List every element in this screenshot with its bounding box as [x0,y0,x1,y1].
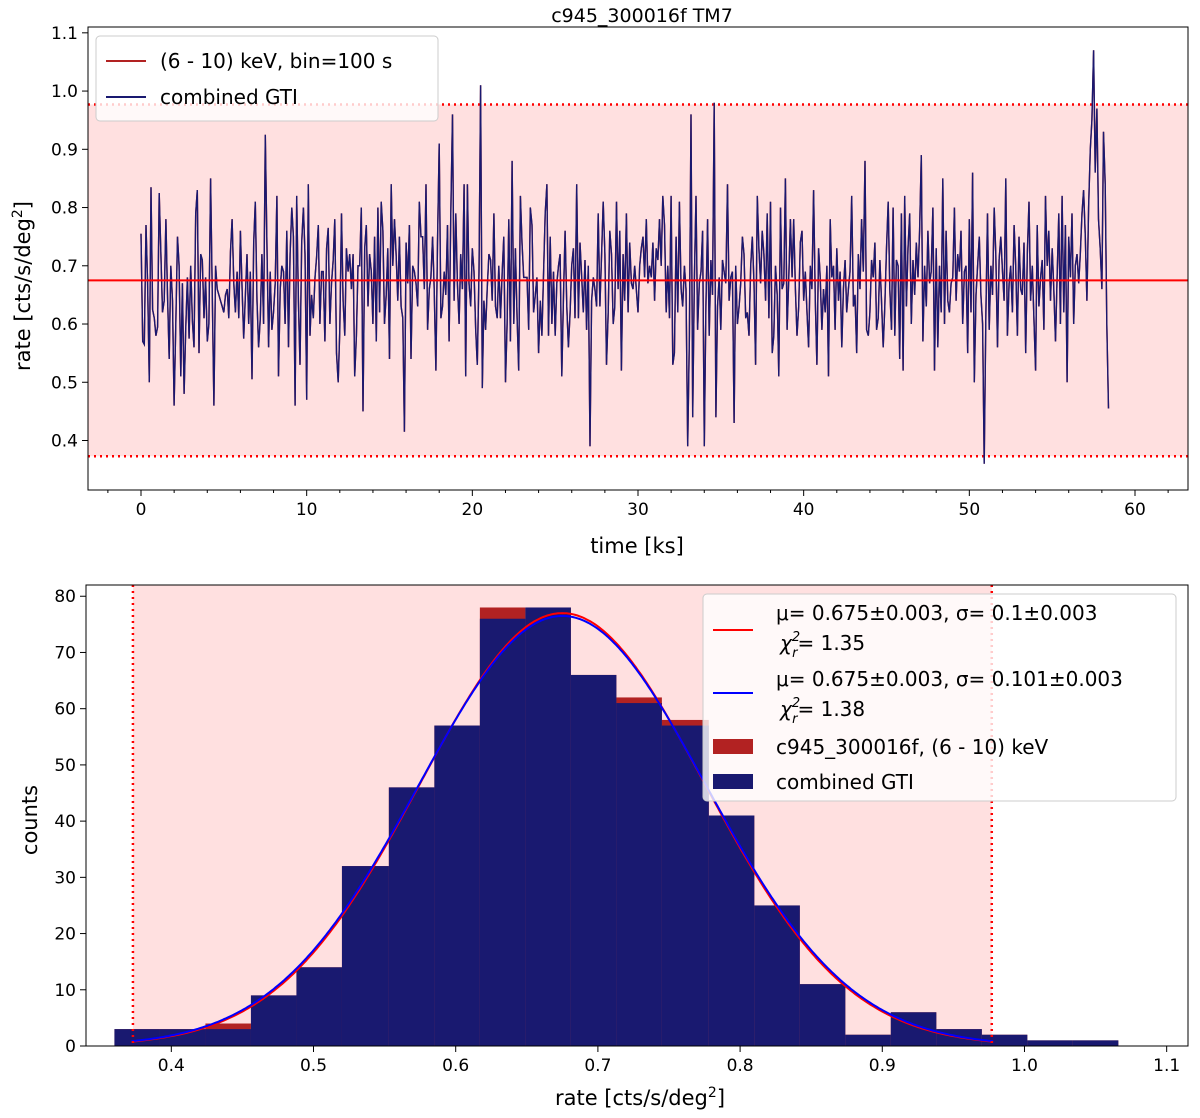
y-tick-label: 0.8 [51,199,78,219]
histogram-bar-combined-gti [434,725,480,1046]
histogram-bar-combined-gti [205,1029,251,1046]
histogram-bar-combined-gti [845,1034,891,1046]
histogram-legend: μ= 0.675±0.003, σ= 0.1±0.003 χ2 r= 1.35 μ… [702,593,1177,802]
histogram-frame [85,584,1189,1047]
histogram-bar-combined-gti [570,674,617,1046]
histogram-bar-combined-gti [1027,1040,1073,1046]
x-tick-label: 0.7 [584,1056,611,1076]
histogram-bar-combined-gti [661,725,709,1046]
legend-fit-blue-line1: μ= 0.675±0.003, σ= 0.101±0.003 [776,667,1123,691]
x-tick-label: 0.8 [727,1056,754,1076]
histogram-bar-combined-gti [114,1029,160,1046]
y-tick-label: 0.5 [51,373,78,393]
legend-fit-red-line2: χ2 r= 1.35 [779,630,865,661]
legend-fit-red-line1: μ= 0.675±0.003, σ= 0.1±0.003 [776,601,1097,625]
histogram-bar-combined-gti [708,815,755,1046]
legend-label-hist-combined-gti: combined GTI [776,770,914,794]
histogram-bar-combined-gti [479,618,526,1046]
x-tick-label: 0.6 [442,1056,469,1076]
legend-label-combined-gti: combined GTI [160,85,298,109]
lightcurve-series-combined-gti [140,50,1110,464]
histogram-x-ticks: 0.4 0.5 0.6 0.7 0.8 0.9 1.0 1.1 [158,1046,1180,1076]
y-tick-label: 0.4 [51,431,78,451]
y-tick-label: 80 [54,587,76,607]
histogram-bar-combined-gti [616,703,662,1046]
lightcurve-ylabel: rate [cts/s/deg2] [10,201,35,371]
lightcurve-xlabel: time [ks] [590,534,684,558]
legend-swatch-combined-gti [713,774,753,789]
x-tick-label: 0.9 [869,1056,896,1076]
legend-swatch-band [713,739,753,754]
x-tick-label: 1.1 [1153,1056,1180,1076]
y-tick-label: 50 [54,756,76,776]
lightcurve-panel: c945_300016f TM7 0 10 20 30 40 50 60 0.4 0.5 0.6… [10,5,1189,558]
histogram-fit-red [131,612,994,1043]
y-tick-label: 60 [54,700,76,720]
histogram-bar-combined-gti [296,967,342,1046]
x-tick-label: 50 [959,500,981,520]
x-tick-label: 60 [1124,500,1146,520]
histogram-bar-combined-gti [250,995,297,1046]
x-tick-label: 40 [793,500,815,520]
x-tick-label: 0.5 [300,1056,327,1076]
y-tick-label: 70 [54,643,76,663]
y-tick-label: 40 [54,812,76,832]
x-tick-label: 0.4 [158,1056,185,1076]
histogram-fit-blue [131,614,994,1043]
histogram-bar-combined-gti [525,607,571,1046]
lightcurve-title: c945_300016f TM7 [551,5,733,27]
x-tick-label: 20 [462,500,484,520]
legend-fit-blue-line2: χ2 r= 1.38 [779,696,865,727]
legend-label-band: (6 - 10) keV, bin=100 s [160,49,392,73]
y-tick-label: 30 [54,868,76,888]
x-tick-label: 1.0 [1011,1056,1038,1076]
histogram-bar-combined-gti [388,787,435,1046]
y-tick-label: 0.6 [51,315,78,335]
legend-label-hist-band: c945_300016f, (6 - 10) keV [776,735,1049,759]
y-tick-label: 0 [65,1037,76,1057]
histogram-bar-combined-gti [341,866,389,1046]
lightcurve-x-ticks: 0 10 20 30 40 50 60 [107,490,1169,520]
histogram-bar-combined-gti [1072,1040,1119,1046]
histogram-panel: 0.4 0.5 0.6 0.7 0.8 0.9 1.0 1.1 0 10 20 30 40 50 60 70… [18,584,1189,1110]
histogram-xlabel: rate [cts/s/deg2] [555,1085,725,1110]
x-tick-label: 10 [296,500,318,520]
y-tick-label: 0.9 [51,140,78,160]
y-tick-label: 10 [54,981,76,1001]
histogram-bar-combined-gti [981,1034,1028,1046]
histogram-bars-combined-gti [114,607,1119,1046]
y-tick-label: 1.1 [51,24,78,44]
histogram-y-ticks: 0 10 20 30 40 50 60 70 80 [54,587,86,1057]
y-tick-label: 1.0 [51,82,78,102]
histogram-bar-combined-gti [159,1029,206,1046]
x-tick-label: 30 [627,500,649,520]
histogram-bar-combined-gti [799,984,846,1046]
y-tick-label: 0.7 [51,257,78,277]
histogram-ylabel: counts [18,785,42,855]
y-tick-label: 20 [54,925,76,945]
lightcurve-y-ticks: 0.4 0.5 0.6 0.7 0.8 0.9 1.0 1.1 [51,24,88,451]
lightcurve-legend: (6 - 10) keV, bin=100 s combined GTI [95,35,439,122]
x-tick-label: 0 [136,500,147,520]
